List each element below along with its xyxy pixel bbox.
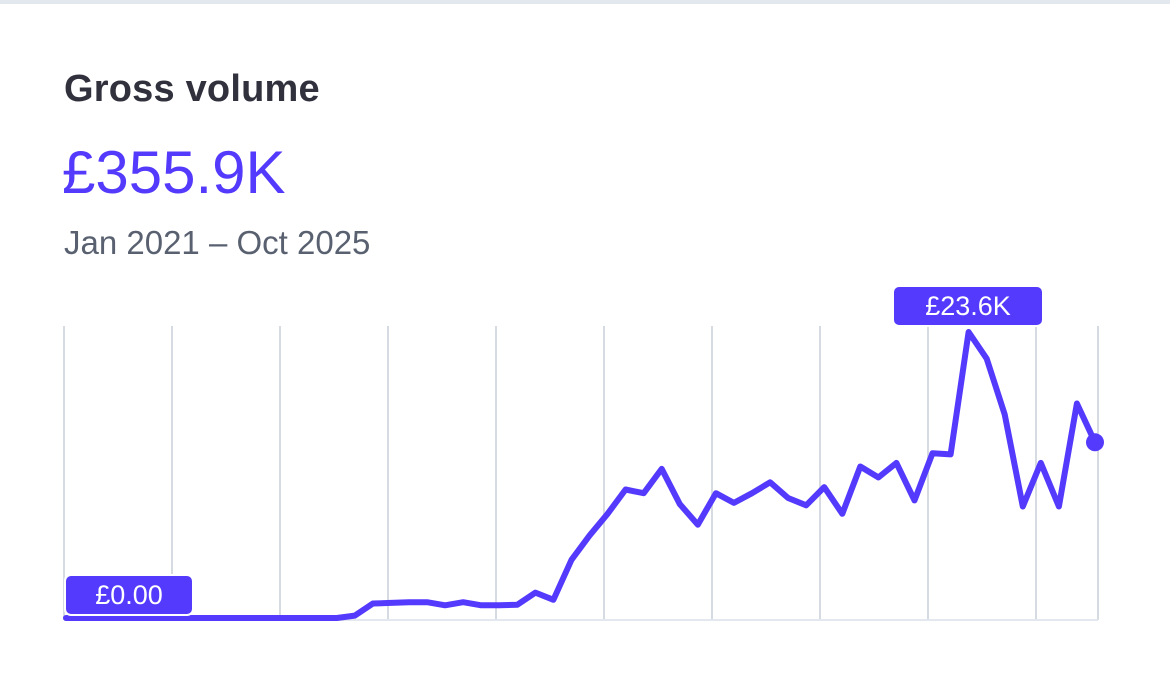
series-end-point xyxy=(1086,433,1104,452)
max-value-label: £23.6K xyxy=(925,291,1011,321)
card-title: Gross volume xyxy=(64,68,320,110)
top-divider xyxy=(0,0,1170,4)
min-value-label: £0.00 xyxy=(95,580,163,610)
total-amount: £355.9K xyxy=(62,139,286,206)
min-badge-background xyxy=(64,574,194,616)
max-badge-background xyxy=(892,285,1044,327)
max-value-badge: £23.6K xyxy=(892,285,1044,327)
series-line-gross-volume xyxy=(63,329,1098,621)
min-value-badge: £0.00 xyxy=(64,574,194,616)
date-range: Jan 2021 – Oct 2025 xyxy=(64,224,371,261)
chart-grid xyxy=(63,326,1099,620)
